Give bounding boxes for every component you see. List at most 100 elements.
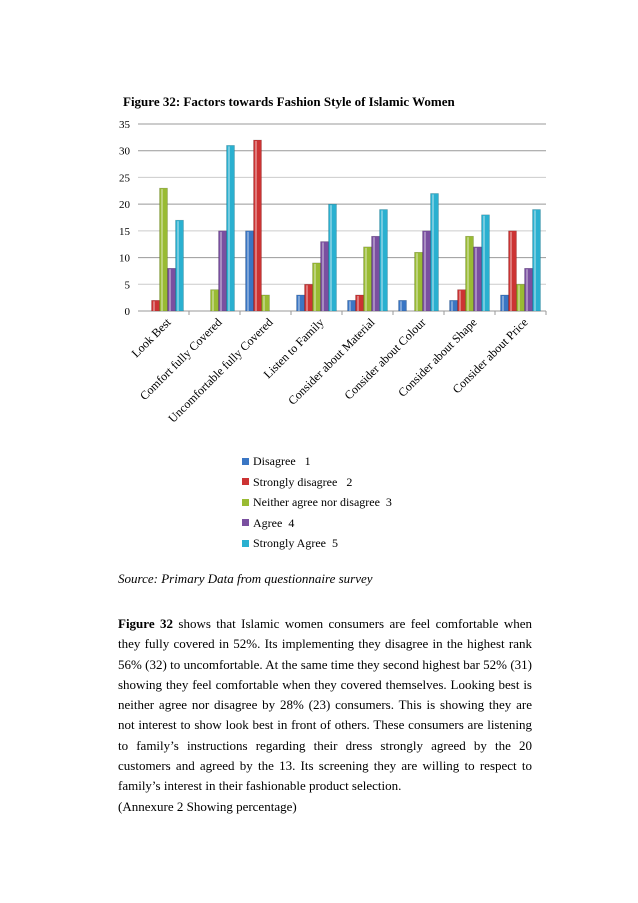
bar-highlight: [255, 141, 257, 311]
bar-1-2: [253, 139, 262, 312]
bar-highlight: [502, 295, 504, 311]
bar-highlight: [400, 301, 402, 311]
bar-highlight: [212, 290, 214, 311]
bar-highlight: [357, 295, 359, 311]
legend-label: Agree 4: [253, 515, 295, 530]
bar-4-1: [226, 145, 235, 312]
bar-highlight: [534, 210, 536, 311]
bar-4-5: [430, 193, 439, 312]
bar-highlight: [526, 269, 528, 311]
bar-highlight: [322, 242, 324, 311]
bar-2-5: [414, 251, 423, 312]
figure-title: Figure 32: Factors towards Fashion Style…: [123, 94, 455, 109]
bar-3-4: [371, 235, 380, 312]
bar-1-0: [151, 300, 160, 312]
bar-highlight: [459, 290, 461, 311]
bar-highlight: [483, 215, 485, 311]
y-tick-label: 35: [119, 119, 131, 131]
y-tick-label: 30: [119, 146, 131, 158]
annexure-note: (Annexure 2 Showing percentage): [118, 798, 297, 814]
y-tick-label: 25: [119, 172, 131, 184]
bar-highlight: [169, 269, 171, 311]
y-tick-label: 15: [119, 226, 131, 238]
legend-label: Neither agree nor disagree 3: [253, 495, 392, 509]
bar-4-0: [175, 219, 184, 312]
bar-2-4: [363, 246, 372, 312]
legend-item: Neither agree nor disagree 3: [242, 492, 392, 513]
legend-swatch: [242, 457, 249, 465]
bar-highlight: [330, 205, 332, 311]
bar-highlight: [475, 247, 477, 311]
bar-highlight: [373, 237, 375, 311]
bar-0-5: [398, 300, 407, 312]
bar-highlight: [177, 221, 179, 311]
bar-highlight: [424, 231, 426, 311]
bar-highlight: [365, 247, 367, 311]
body-text: Figure 32 shows that Islamic women consu…: [118, 614, 532, 817]
bar-highlight: [451, 301, 453, 311]
bar-4-4: [379, 209, 388, 312]
figure-reference: Figure 32: [118, 616, 173, 631]
bar-3-7: [524, 268, 533, 312]
bar-2-2: [261, 294, 270, 312]
legend-label: Strongly disagree 2: [253, 474, 353, 489]
bar-1-4: [355, 294, 364, 312]
bar-highlight: [432, 194, 434, 311]
bar-2-6: [465, 235, 474, 312]
bar-2-0: [159, 187, 168, 312]
legend-item: Agree 4: [242, 513, 392, 534]
bar-0-2: [245, 230, 254, 312]
legend-swatch: [242, 539, 249, 547]
bar-4-6: [481, 214, 490, 312]
bar-1-3: [304, 284, 313, 312]
bar-4-7: [532, 209, 541, 312]
legend-item: Strongly Agree 5: [242, 533, 392, 554]
bar-2-7: [516, 284, 525, 312]
legend-item: Strongly disagree 2: [242, 472, 392, 493]
bar-0-3: [296, 294, 305, 312]
bar-0-4: [347, 300, 356, 312]
bar-2-1: [210, 289, 219, 312]
bar-highlight: [263, 295, 265, 311]
x-category-label: Uncomfortable fully Covered: [165, 315, 275, 425]
bar-highlight: [228, 146, 230, 311]
bar-3-6: [473, 246, 482, 312]
bar-3-0: [167, 268, 176, 312]
x-category-label: Look Best: [129, 315, 174, 360]
legend-swatch: [242, 478, 249, 486]
bar-0-7: [500, 294, 509, 312]
bar-highlight: [247, 231, 249, 311]
bar-1-6: [457, 289, 466, 312]
bar-highlight: [306, 285, 308, 311]
body-paragraph: shows that Islamic women consumers are f…: [118, 616, 532, 794]
legend-label: Strongly Agree 5: [253, 536, 338, 550]
bar-highlight: [314, 263, 316, 311]
bar-highlight: [298, 295, 300, 311]
bar-2-3: [312, 262, 321, 312]
bar-highlight: [467, 237, 469, 311]
bar-highlight: [381, 210, 383, 311]
bar-highlight: [220, 231, 222, 311]
bar-3-5: [422, 230, 431, 312]
bar-4-3: [328, 203, 337, 312]
legend-item: Disagree 1: [242, 451, 392, 472]
y-tick-label: 5: [125, 279, 131, 291]
bar-highlight: [161, 189, 163, 311]
chart-legend: Disagree 1 Strongly disagree 2 Neither agr…: [242, 451, 392, 554]
bar-0-6: [449, 300, 458, 312]
legend-swatch: [242, 519, 249, 527]
legend-label: Disagree 1: [253, 454, 311, 468]
bar-highlight: [153, 301, 155, 311]
bar-highlight: [349, 301, 351, 311]
y-tick-label: 20: [119, 199, 131, 211]
bar-3-3: [320, 241, 329, 312]
bar-highlight: [510, 231, 512, 311]
bar-1-7: [508, 230, 517, 312]
y-tick-label: 0: [125, 306, 131, 318]
legend-swatch: [242, 498, 249, 506]
y-tick-label: 10: [119, 253, 131, 265]
bar-highlight: [416, 253, 418, 311]
source-note: Source: Primary Data from questionnaire …: [118, 571, 373, 586]
